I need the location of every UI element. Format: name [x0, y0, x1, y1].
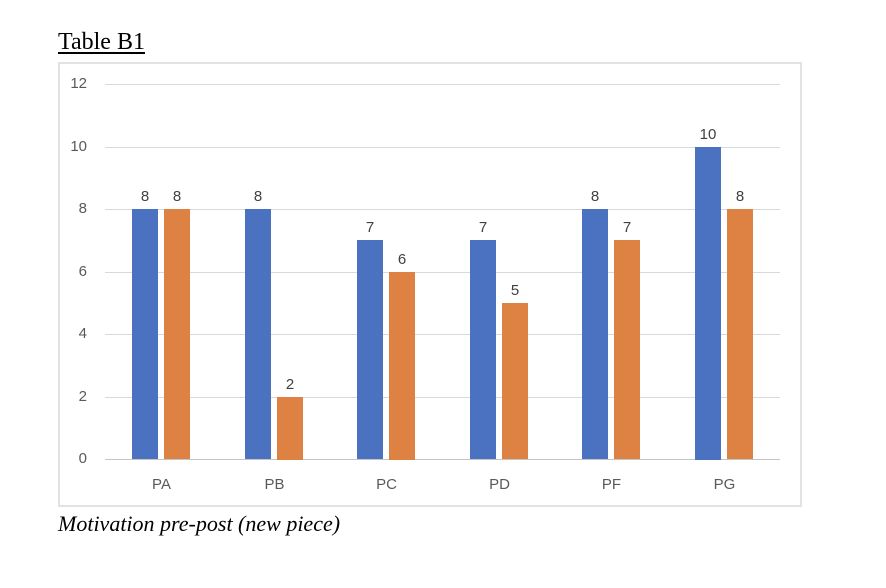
x-axis-line [105, 459, 780, 460]
bar-pre-PG [695, 147, 721, 460]
chart-caption: Motivation pre-post (new piece) [58, 511, 341, 536]
bar-pre-PD [470, 240, 496, 459]
y-tick-label: 12 [70, 75, 87, 92]
x-category-label-PF: PF [601, 476, 622, 493]
x-category-label-PB: PB [264, 476, 285, 493]
bar-post-PA [164, 209, 190, 459]
x-category-label-PC: PC [376, 476, 397, 493]
value-label-post-PC: 6 [397, 251, 407, 268]
gridline [105, 272, 780, 273]
bar-pre-PA [132, 209, 158, 459]
bar-pre-PF [582, 209, 608, 459]
y-tick-label: 8 [78, 200, 87, 217]
bar-post-PG [727, 209, 753, 459]
bar-post-PB [277, 397, 303, 460]
value-label-post-PA: 8 [172, 188, 182, 205]
gridline [105, 209, 780, 210]
gridline [105, 84, 780, 85]
plot-area: 8 8 PA 8 2 PB 7 6 PC 7 5 PD 8 7 PF 10 8 PG [105, 84, 780, 493]
value-label-pre-PC: 7 [365, 219, 375, 236]
bar-post-PD [502, 303, 528, 459]
y-tick-label: 2 [78, 388, 87, 405]
gridline [105, 334, 780, 335]
x-category-label-PD: PD [489, 476, 510, 493]
value-label-pre-PG: 10 [699, 126, 717, 143]
bar-post-PF [614, 240, 640, 459]
value-label-pre-PA: 8 [140, 188, 150, 205]
gridline [105, 147, 780, 148]
y-tick-label: 10 [70, 138, 87, 155]
gridline [105, 397, 780, 398]
value-label-post-PB: 2 [285, 376, 295, 393]
y-tick-label: 4 [78, 325, 87, 342]
value-label-pre-PF: 8 [590, 188, 600, 205]
chart-area: 8 8 PA 8 2 PB 7 6 PC 7 5 PD 8 7 PF 10 8 PG 0 2 4 6 8 10 12 [58, 62, 802, 507]
y-tick-label: 6 [78, 263, 87, 280]
x-category-label-PG: PG [713, 476, 736, 493]
x-category-label-PA: PA [152, 476, 171, 493]
bar-pre-PB [245, 209, 271, 459]
value-label-post-PD: 5 [510, 282, 520, 299]
bar-post-PC [389, 272, 415, 460]
bar-pre-PC [357, 240, 383, 459]
chart-title: Table B1 [58, 29, 145, 55]
y-tick-label: 0 [78, 450, 87, 467]
value-label-post-PG: 8 [735, 188, 745, 205]
value-label-pre-PB: 8 [253, 188, 263, 205]
value-label-post-PF: 7 [622, 219, 632, 236]
value-label-pre-PD: 7 [478, 219, 488, 236]
